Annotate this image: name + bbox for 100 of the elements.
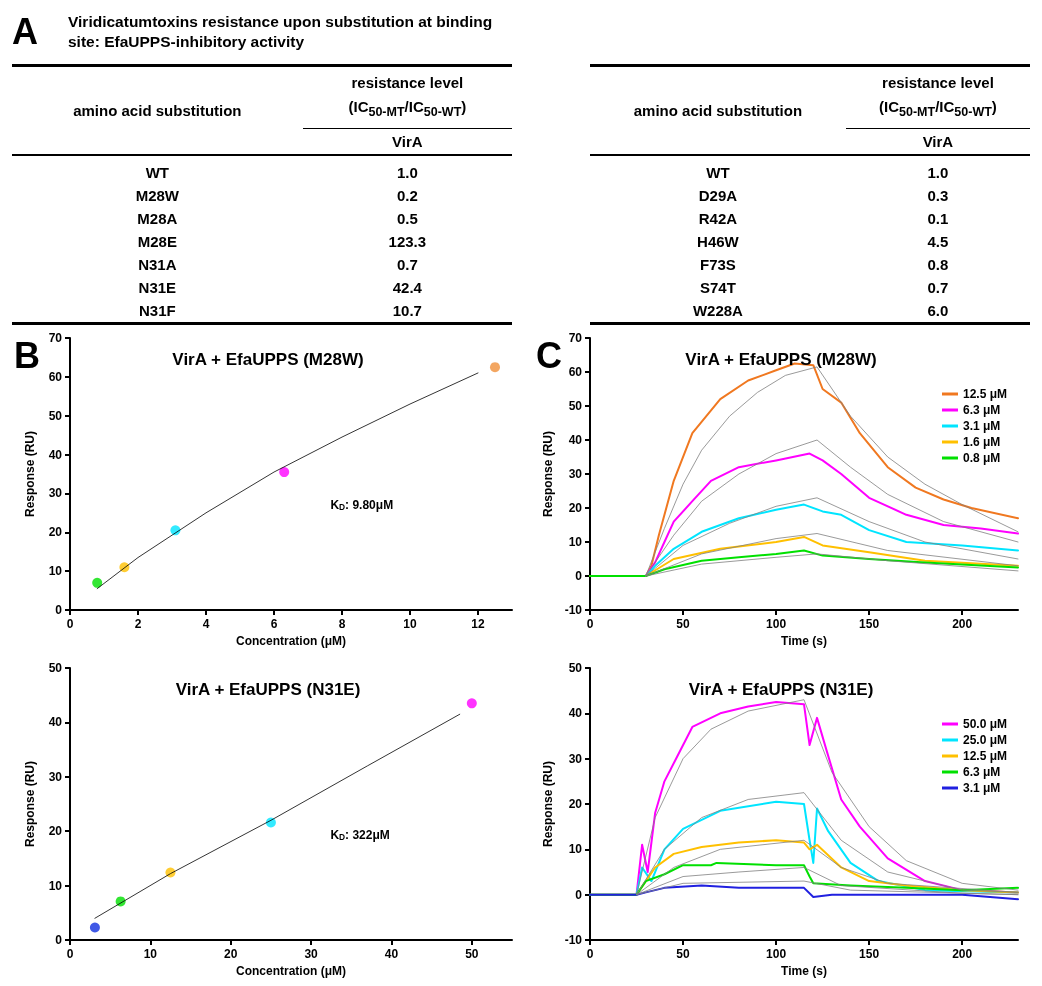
text: C — [536, 335, 562, 376]
y-axis-title: Response (RU) — [540, 430, 555, 518]
y-tick-label: 20 — [568, 797, 583, 811]
text: VirA + EfaUPPS (N31E) — [688, 680, 874, 699]
x-tick-label: 30 — [304, 947, 319, 961]
y-tick-label: 70 — [568, 331, 583, 345]
data-label: 6.0 — [926, 301, 950, 321]
data-label: 0.2 — [395, 186, 419, 206]
x-tick-label: 100 — [766, 617, 787, 631]
text: resistance level (IC$_{50-MT}$/IC$_{50-WT}$) — [845, 65, 1030, 129]
y-tick-label: 10 — [568, 842, 583, 857]
data-label: 0.8 — [926, 255, 950, 275]
y-tick-label: 20 — [48, 824, 63, 839]
x-tick-label: 10 — [403, 617, 417, 631]
x-tick-label: 50 — [676, 617, 691, 631]
legend-label: 3.1 μM — [962, 781, 1001, 795]
text: Viridicatumtoxins resistance upon substitution at binding site: EfaUPPS-inhibitory activity — [68, 13, 493, 50]
x-tick-label: 0 — [66, 617, 74, 631]
category-label: R42A — [697, 209, 739, 229]
text: VirA + EfaUPPS (N31E) — [175, 680, 361, 699]
y-tick-label: 20 — [48, 525, 63, 540]
y-tick-label: 20 — [568, 501, 583, 515]
x-tick-label: 150 — [859, 617, 880, 631]
text: VirA — [845, 128, 1030, 155]
category-label: N31A — [137, 255, 178, 275]
y-tick-label: 0 — [575, 887, 583, 902]
category-label: F73S — [699, 255, 737, 275]
x-tick-label: 12 — [471, 617, 485, 631]
y-tick-label: 0 — [575, 569, 583, 583]
x-tick-label: 200 — [952, 617, 973, 631]
y-axis-title: Response (RU) — [23, 760, 37, 848]
y-tick-label: 60 — [48, 369, 63, 384]
x-tick-label: 50 — [465, 947, 479, 961]
legend-label: 6.3 μM — [962, 765, 1001, 779]
data-label: 0.7 — [395, 255, 419, 275]
x-tick-label: 150 — [859, 947, 880, 961]
x-axis-title: Time (s) — [781, 633, 827, 648]
category-label: W228A — [691, 301, 744, 321]
y-tick-label: 30 — [48, 769, 63, 784]
legend-label: 1.6 μM — [962, 435, 1001, 449]
category-label: S74T — [699, 278, 737, 298]
category-label: M28W — [134, 186, 181, 206]
text: B — [14, 335, 40, 376]
y-axis-title: Response (RU) — [23, 430, 37, 518]
y-tick-label: 70 — [48, 331, 63, 345]
x-tick-label: 4 — [202, 617, 210, 631]
data-label: 0.3 — [926, 186, 950, 206]
data-label: 1.0 — [395, 163, 419, 183]
data-label: 1.0 — [926, 163, 950, 183]
text: VirA + EfaUPPS (M28W) — [685, 350, 877, 369]
legend-label: 25.0 μM — [962, 733, 1007, 747]
data-label: 123.3 — [387, 232, 428, 252]
data-label: 10.7 — [391, 301, 423, 321]
legend-label: 0.8 μM — [962, 451, 1001, 465]
y-tick-label: 0 — [55, 603, 63, 617]
x-axis-title: Concentration (μM) — [236, 963, 346, 978]
x-tick-label: 8 — [338, 617, 346, 631]
y-tick-label: 40 — [48, 447, 63, 462]
legend-label: 12.5 μM — [962, 387, 1007, 401]
text: A — [12, 11, 38, 52]
text: amino acid substitution — [590, 65, 846, 155]
x-tick-label: 2 — [134, 617, 142, 631]
y-tick-label: 10 — [48, 564, 63, 579]
category-label: WT — [705, 163, 731, 183]
y-tick-label: 40 — [48, 715, 63, 730]
text: amino acid substitution — [12, 65, 303, 155]
legend-label: 12.5 μM — [962, 749, 1007, 763]
y-tick-label: 50 — [48, 661, 63, 675]
x-tick-label: 50 — [676, 947, 691, 961]
y-tick-label: 50 — [48, 408, 63, 423]
x-tick-label: 6 — [270, 617, 278, 631]
x-axis-title: Time (s) — [781, 963, 827, 978]
y-tick-label: 30 — [568, 751, 583, 766]
text: VirA — [302, 128, 512, 155]
category-label: N31F — [138, 301, 177, 321]
y-tick-label: -10 — [564, 603, 583, 617]
y-tick-label: 10 — [48, 878, 63, 893]
y-tick-label: 10 — [568, 535, 583, 549]
x-tick-label: 10 — [143, 947, 158, 961]
data-label: 0.1 — [926, 209, 950, 229]
x-tick-label: 40 — [384, 947, 399, 961]
legend-label: 6.3 μM — [962, 403, 1001, 417]
x-tick-label: 100 — [766, 947, 787, 961]
text: resistance level (IC$_{50-MT}$/IC$_{50-WT}$) — [302, 65, 512, 129]
category-label: WT — [144, 163, 171, 183]
data-label: 42.4 — [391, 278, 423, 298]
y-tick-label: 30 — [568, 467, 583, 481]
legend-label: 50.0 μM — [962, 717, 1007, 731]
x-tick-label: 0 — [586, 947, 594, 961]
y-tick-label: 50 — [568, 399, 583, 413]
data-label: 0.5 — [395, 209, 419, 229]
legend-label: 3.1 μM — [962, 419, 1001, 433]
data-label: 0.7 — [926, 278, 950, 298]
y-axis-title: Response (RU) — [540, 760, 555, 848]
x-tick-label: 0 — [586, 617, 594, 631]
category-label: D29A — [697, 186, 739, 206]
data-label: 4.5 — [926, 232, 950, 252]
x-axis-title: Concentration (μM) — [236, 633, 346, 648]
category-label: M28E — [136, 232, 178, 252]
category-label: M28A — [136, 209, 179, 229]
